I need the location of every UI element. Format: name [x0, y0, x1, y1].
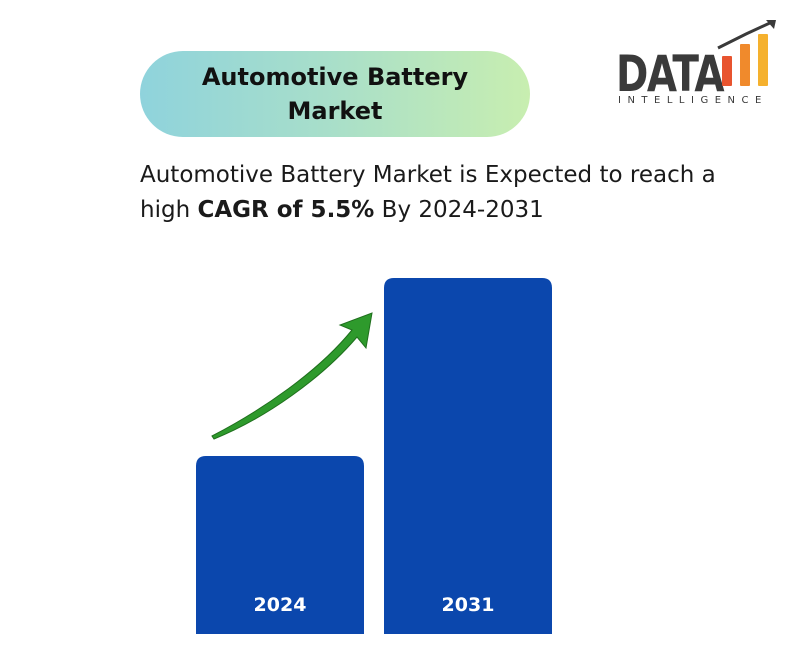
logo-bars-icon — [717, 20, 776, 86]
bar-2031 — [384, 278, 552, 634]
subtitle: Automotive Battery Market is Expected to… — [140, 158, 760, 228]
logo: DATA INTELLIGENCE — [612, 20, 782, 110]
subtitle-period: By 2024-2031 — [374, 197, 544, 223]
subtitle-text: Automotive Battery Market is Expected to… — [140, 162, 716, 223]
page-title: Automotive Battery Market — [201, 63, 469, 125]
growth-arrow-icon — [211, 312, 373, 440]
bar-label-2031: 2031 — [442, 594, 495, 616]
subtitle-cagr: CAGR of 5.5% — [197, 197, 375, 223]
logo-word: DATA — [616, 45, 725, 103]
logo-subtext: INTELLIGENCE — [618, 95, 768, 106]
bar-2024 — [196, 456, 364, 634]
bar-label-2024: 2024 — [254, 594, 307, 616]
title-banner: Automotive Battery Market — [140, 51, 530, 137]
